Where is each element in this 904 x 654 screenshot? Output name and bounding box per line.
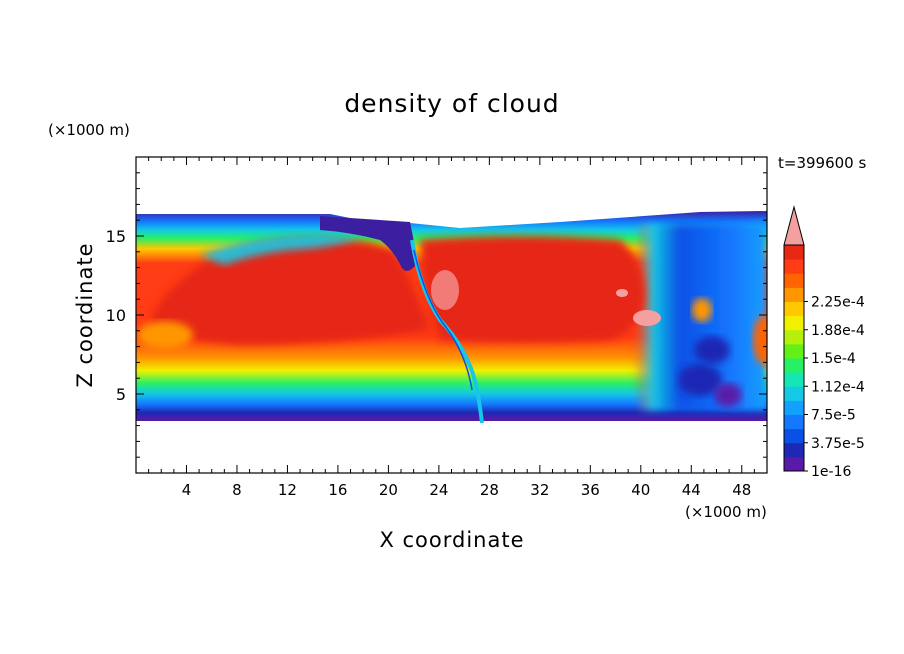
x-tick-label: 8 bbox=[232, 481, 242, 499]
colorbar-swatch bbox=[784, 245, 804, 260]
colorbar-swatch bbox=[784, 428, 804, 444]
overflow-patch bbox=[616, 289, 628, 297]
x-tick-label: 44 bbox=[682, 481, 701, 499]
central-plume bbox=[410, 239, 484, 424]
x-tick-label: 28 bbox=[480, 481, 499, 499]
x-tick-label: 16 bbox=[328, 481, 347, 499]
colorbar-label: 2.25e-4 bbox=[811, 295, 865, 311]
colorbar: 1e-16 3.75e-5 7.5e-5 1.12e-4 1.5e-4 1.88e-4 2.… bbox=[783, 205, 865, 480]
colorbar-swatch bbox=[784, 301, 804, 317]
y-tick-label: 5 bbox=[116, 385, 126, 404]
chart-title: density of cloud bbox=[344, 89, 559, 118]
y-tick-label: 15 bbox=[106, 227, 126, 246]
colorbar-swatch bbox=[784, 329, 804, 345]
x-tick-label: 36 bbox=[581, 481, 600, 499]
time-label: t=399600 s bbox=[778, 154, 866, 172]
core-left bbox=[150, 237, 430, 345]
overflow-patch bbox=[431, 270, 459, 310]
x-tick-label: 24 bbox=[429, 481, 448, 499]
colorbar-label: 3.75e-5 bbox=[811, 436, 865, 452]
colorbar-swatch bbox=[784, 442, 804, 458]
colorbar-label: 7.5e-5 bbox=[811, 408, 856, 424]
plot-area bbox=[136, 157, 767, 473]
x-tick-label: 32 bbox=[530, 481, 549, 499]
colorbar-swatch bbox=[784, 400, 804, 415]
colorbar-label: 1.12e-4 bbox=[811, 379, 865, 395]
y-unit-label: (×1000 m) bbox=[48, 121, 130, 139]
x-tick-label: 40 bbox=[631, 481, 650, 499]
x-tick-label: 4 bbox=[182, 481, 192, 499]
y-ticks: 5 10 15 bbox=[106, 172, 767, 458]
x-tick-label: 12 bbox=[278, 481, 297, 499]
colorbar-swatch bbox=[784, 343, 804, 359]
x-ticks: 4 8 12 16 20 24 28 32 36 40 44 48 bbox=[148, 157, 755, 499]
colorbar-swatch bbox=[784, 414, 804, 430]
left-vortex bbox=[137, 321, 193, 349]
x-axis-label: X coordinate bbox=[379, 528, 524, 552]
colorbar-swatch bbox=[784, 456, 804, 472]
core-right bbox=[420, 236, 645, 343]
x-tick-label: 48 bbox=[732, 481, 751, 499]
colorbar-swatch bbox=[784, 372, 804, 387]
upper-swirl bbox=[200, 234, 360, 265]
overflow-patch bbox=[633, 310, 661, 326]
colorbar-label: 1e-16 bbox=[811, 464, 851, 480]
colorbar-label: 1.5e-4 bbox=[811, 351, 856, 367]
colorbar-swatch bbox=[784, 259, 804, 274]
colorbar-swatch bbox=[784, 358, 804, 373]
colorbar-swatch bbox=[784, 315, 804, 331]
colorbar-overflow-triangle bbox=[783, 205, 805, 246]
x-tick-label: 20 bbox=[379, 481, 398, 499]
colorbar-swatch bbox=[784, 273, 804, 288]
x-unit-label: (×1000 m) bbox=[685, 503, 767, 521]
top-intrusion bbox=[320, 216, 418, 271]
colorbar-label: 1.88e-4 bbox=[811, 323, 865, 339]
colorbar-swatch bbox=[784, 287, 804, 302]
y-tick-label: 10 bbox=[106, 306, 126, 325]
colorbar-swatch bbox=[784, 386, 804, 401]
y-axis-label: Z coordinate bbox=[73, 242, 97, 387]
